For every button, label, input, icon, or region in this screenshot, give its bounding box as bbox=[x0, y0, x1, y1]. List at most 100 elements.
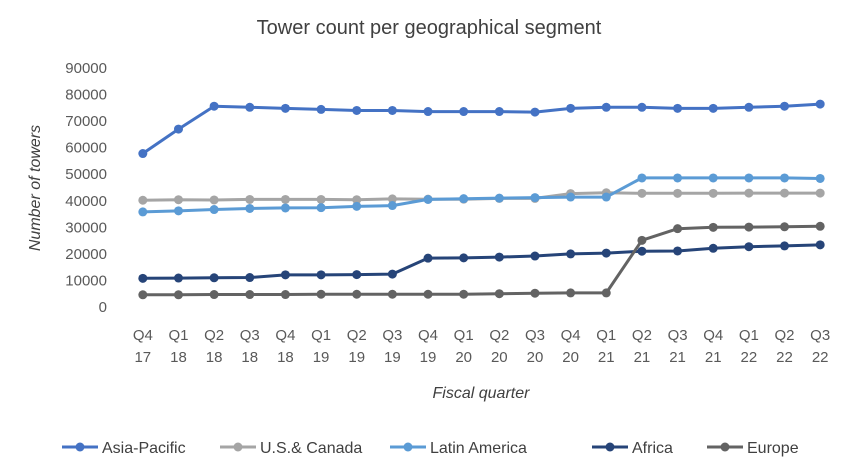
data-point bbox=[494, 193, 504, 203]
data-point bbox=[173, 124, 183, 134]
data-point bbox=[566, 192, 576, 202]
y-tick-label: 30000 bbox=[65, 219, 107, 236]
data-point bbox=[280, 103, 290, 113]
x-tick-label: Q1 21 bbox=[596, 327, 616, 366]
data-point bbox=[209, 195, 219, 205]
series-line bbox=[142, 224, 821, 297]
y-tick-label: 0 bbox=[99, 299, 107, 316]
legend-label: Asia-Pacific bbox=[102, 440, 186, 457]
data-point bbox=[637, 173, 647, 183]
legend-item: Europe bbox=[707, 440, 799, 457]
data-point bbox=[708, 173, 718, 183]
data-point bbox=[316, 289, 326, 299]
legend-swatch-marker bbox=[75, 442, 85, 452]
x-tick-label: Q1 20 bbox=[454, 327, 474, 366]
data-point bbox=[352, 270, 362, 280]
data-point bbox=[387, 269, 397, 279]
data-point bbox=[780, 222, 790, 232]
y-axis-label: Number of towers bbox=[27, 125, 44, 251]
x-tick-label: Q2 19 bbox=[347, 327, 367, 366]
data-point bbox=[673, 224, 683, 234]
data-point bbox=[316, 270, 326, 280]
x-tick-label: Q3 18 bbox=[240, 327, 260, 366]
data-point bbox=[423, 107, 433, 117]
data-point bbox=[459, 289, 469, 299]
data-point bbox=[316, 104, 326, 114]
data-point bbox=[744, 173, 754, 183]
data-point bbox=[459, 194, 469, 204]
data-point bbox=[780, 101, 790, 111]
x-axis-ticks: Q4 17 Q1 18 Q2 18 Q3 18 Q4 18 Q1 19 Q2 19 Q3 19 Q4 19 Q1 20… bbox=[133, 327, 830, 366]
data-point bbox=[280, 290, 290, 300]
data-point bbox=[673, 188, 683, 198]
data-point bbox=[744, 242, 754, 252]
data-point bbox=[637, 102, 647, 112]
legend-label: Europe bbox=[747, 440, 799, 457]
legend-item: U.S.& Canada bbox=[220, 440, 362, 457]
x-tick-label: Q1 22 bbox=[739, 327, 759, 366]
x-tick-label: Q1 18 bbox=[168, 327, 188, 366]
data-point bbox=[494, 107, 504, 117]
data-point bbox=[566, 249, 576, 259]
data-point bbox=[637, 235, 647, 245]
series-asia-pacific bbox=[138, 99, 825, 159]
series-lines bbox=[138, 99, 825, 300]
y-tick-label: 60000 bbox=[65, 140, 107, 157]
data-point bbox=[530, 107, 540, 117]
data-point bbox=[780, 241, 790, 251]
data-point bbox=[245, 102, 255, 112]
y-tick-label: 90000 bbox=[65, 60, 107, 77]
data-point bbox=[352, 289, 362, 299]
x-axis-label: Fiscal quarter bbox=[433, 385, 531, 402]
data-point bbox=[245, 194, 255, 204]
data-point bbox=[637, 246, 647, 256]
data-point bbox=[316, 194, 326, 204]
x-tick-label: Q2 20 bbox=[489, 327, 509, 366]
data-point bbox=[387, 105, 397, 115]
x-tick-label: Q4 17 bbox=[133, 327, 153, 366]
series-line bbox=[141, 102, 821, 155]
legend-swatch-marker bbox=[605, 442, 615, 452]
legend-label: Africa bbox=[632, 440, 673, 457]
series-line bbox=[142, 243, 821, 280]
x-tick-label: Q3 19 bbox=[382, 327, 402, 366]
legend-item: Latin America bbox=[390, 440, 527, 457]
data-point bbox=[209, 205, 219, 215]
data-point bbox=[708, 188, 718, 198]
data-point bbox=[352, 195, 362, 205]
data-point bbox=[173, 290, 183, 300]
data-point bbox=[494, 252, 504, 262]
data-point bbox=[708, 222, 718, 232]
data-point bbox=[138, 273, 148, 283]
data-point bbox=[209, 273, 219, 283]
data-point bbox=[352, 201, 362, 211]
data-point bbox=[173, 195, 183, 205]
x-tick-label: Q3 21 bbox=[668, 327, 688, 366]
x-tick-label: Q4 21 bbox=[703, 327, 723, 366]
data-point bbox=[245, 273, 255, 283]
data-point bbox=[459, 107, 469, 117]
y-tick-label: 20000 bbox=[65, 246, 107, 263]
chart-title: Tower count per geographical segment bbox=[257, 17, 602, 39]
data-point bbox=[316, 203, 326, 213]
data-point bbox=[566, 288, 576, 298]
data-point bbox=[173, 273, 183, 283]
x-tick-label: Q2 18 bbox=[204, 327, 224, 366]
data-point bbox=[566, 103, 576, 113]
data-point bbox=[673, 173, 683, 183]
data-point bbox=[780, 173, 790, 183]
data-point bbox=[138, 290, 148, 300]
data-point bbox=[209, 101, 219, 111]
data-point bbox=[245, 290, 255, 300]
series-line bbox=[142, 176, 821, 214]
data-point bbox=[637, 188, 647, 198]
data-point bbox=[530, 288, 540, 298]
data-point bbox=[780, 188, 790, 198]
x-tick-label: Q4 18 bbox=[275, 327, 295, 366]
data-point bbox=[138, 195, 148, 205]
data-point bbox=[423, 253, 433, 263]
data-point bbox=[387, 201, 397, 211]
data-point bbox=[387, 289, 397, 299]
data-point bbox=[815, 173, 825, 183]
data-point bbox=[815, 240, 825, 250]
